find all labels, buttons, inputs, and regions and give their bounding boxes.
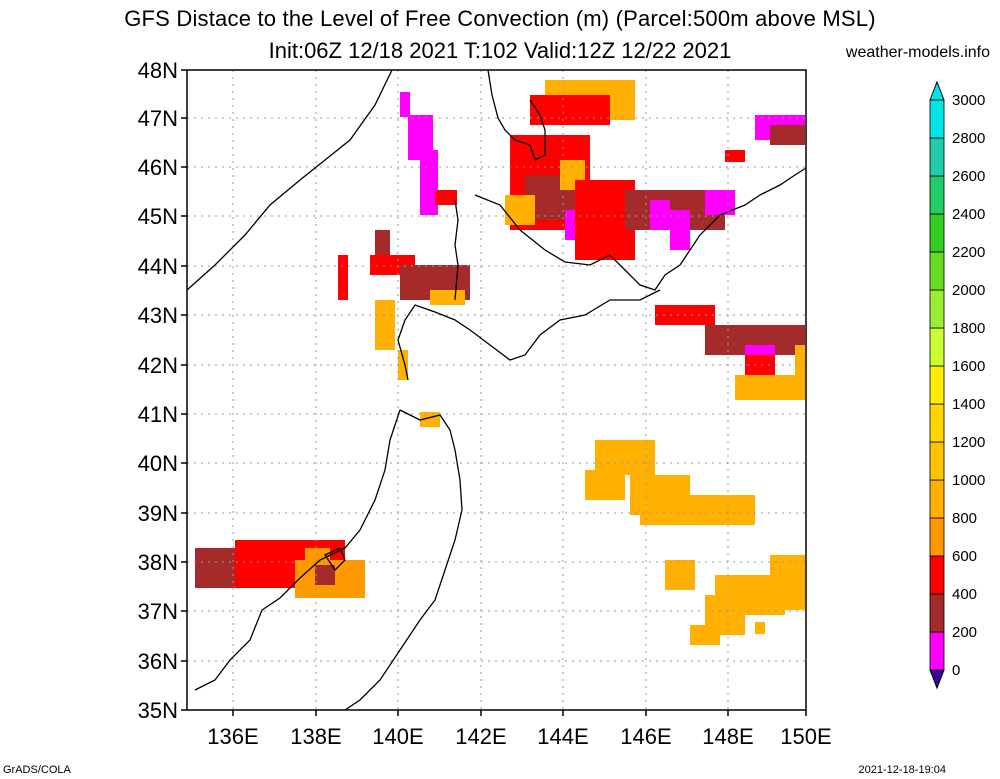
colorbar-segment <box>929 289 945 329</box>
site-label: weather-models.info <box>845 44 990 61</box>
colorbar-segment <box>929 403 945 443</box>
colorbar-segment <box>929 99 945 139</box>
lon-label: 138E <box>290 724 341 749</box>
colorbar-segment <box>929 175 945 215</box>
lon-axis: 136E 138E 140E 142E 144E 146E 148E 150E <box>207 710 832 749</box>
coast-hokkaido <box>397 194 761 381</box>
field-okhotsk-north <box>505 80 735 260</box>
field-pacific-40n <box>420 412 755 525</box>
colorbar-low-arrow <box>929 669 945 690</box>
shaded-fields <box>195 80 805 645</box>
lat-label: 35N <box>138 698 178 723</box>
colorbar-label: 0 <box>952 662 960 679</box>
lat-label: 41N <box>138 402 178 427</box>
field-japan-sea-west <box>195 540 365 598</box>
colorbar-segment <box>929 327 945 367</box>
lat-label: 36N <box>138 649 178 674</box>
lat-label: 37N <box>138 599 178 624</box>
lat-label: 45N <box>138 204 178 229</box>
colorbar-label: 1000 <box>952 472 985 489</box>
colorbar-high-arrow <box>929 80 945 101</box>
lat-label: 47N <box>138 106 178 131</box>
lat-label: 44N <box>138 254 178 279</box>
coast-sakhalin <box>454 70 546 301</box>
lon-label: 148E <box>702 724 753 749</box>
coast-kuril <box>759 167 806 196</box>
map-frame <box>186 69 807 711</box>
colorbar-segment <box>929 137 945 177</box>
colorbar-label: 3000 <box>952 92 985 109</box>
lat-label: 39N <box>138 501 178 526</box>
colorbar-label: 2600 <box>952 168 985 185</box>
lon-label: 136E <box>207 724 258 749</box>
field-tatar-strait <box>400 92 457 215</box>
lon-label: 142E <box>455 724 506 749</box>
lon-label: 140E <box>372 724 423 749</box>
colorbar-segment <box>929 479 945 519</box>
chart-title: GFS Distace to the Level of Free Convect… <box>124 6 876 31</box>
chart-subtitle: Init:06Z 12/18 2021 T:102 Valid:12Z 12/2… <box>268 38 732 63</box>
colorbar-label: 2200 <box>952 244 985 261</box>
colorbar-segment <box>929 365 945 405</box>
lat-label: 43N <box>138 303 178 328</box>
colorbar-label: 400 <box>952 586 977 603</box>
colorbar-label: 2400 <box>952 206 985 223</box>
field-pacific-37n <box>665 555 805 645</box>
lat-label: 40N <box>138 451 178 476</box>
coast-honshu <box>194 409 463 710</box>
colorbar-segment <box>929 631 945 671</box>
colorbar-label: 800 <box>952 510 977 527</box>
colorbar-label: 1200 <box>952 434 985 451</box>
footer-timestamp: 2021-12-18-19:04 <box>858 764 946 776</box>
colorbar: 0 200 400 600 800 1000 1200 1400 1600 1800 2000 220… <box>929 80 985 690</box>
lon-label: 144E <box>537 724 588 749</box>
coast-asia-mainland <box>187 70 393 291</box>
colorbar-segment <box>929 441 945 481</box>
map-grid <box>187 70 806 710</box>
colorbar-segment <box>929 251 945 291</box>
footer-credit: GrADS/COLA <box>3 764 71 776</box>
lat-label: 38N <box>138 550 178 575</box>
colorbar-segment <box>929 555 945 595</box>
colorbar-segment <box>929 213 945 253</box>
colorbar-label: 600 <box>952 548 977 565</box>
lon-label: 150E <box>780 724 831 749</box>
lat-label: 46N <box>138 155 178 180</box>
colorbar-label: 2800 <box>952 130 985 147</box>
colorbar-label: 1800 <box>952 320 985 337</box>
colorbar-label: 1600 <box>952 358 985 375</box>
colorbar-label: 1400 <box>952 396 985 413</box>
lat-axis: 48N 47N 46N 45N 44N 43N 42N 41N 40N 39N … <box>138 58 187 723</box>
colorbar-label: 2000 <box>952 282 985 299</box>
lat-label: 48N <box>138 58 178 83</box>
field-pacific-hokkaido <box>655 305 805 400</box>
colorbar-segment <box>929 517 945 557</box>
coast-sado <box>324 547 346 572</box>
field-kuril-east <box>725 115 805 162</box>
lat-label: 42N <box>138 353 178 378</box>
coastlines <box>187 70 806 710</box>
lon-label: 146E <box>620 724 671 749</box>
field-hokkaido-west <box>338 230 470 380</box>
colorbar-segment <box>929 593 945 633</box>
colorbar-label: 200 <box>952 624 977 641</box>
